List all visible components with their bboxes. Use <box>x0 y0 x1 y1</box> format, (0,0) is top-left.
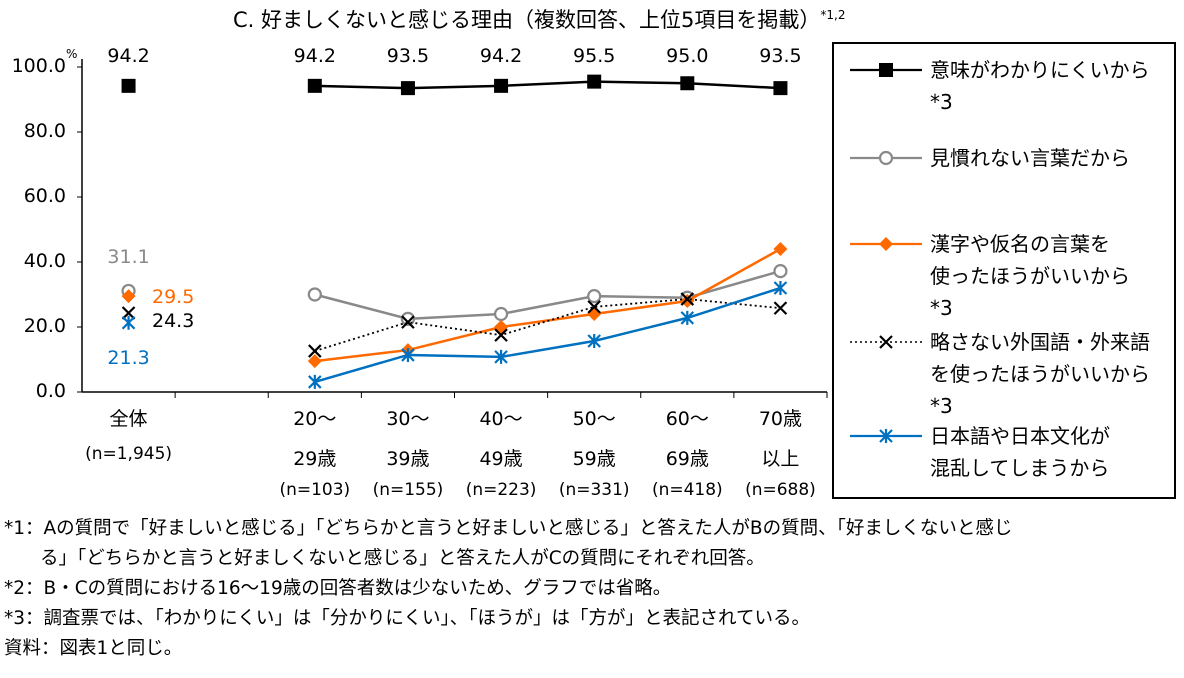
legend-marker <box>879 63 893 77</box>
legend-swatch <box>850 237 922 251</box>
series-line-5 <box>314 286 781 384</box>
legend-marker <box>879 237 893 251</box>
x-category-n: (n=223) <box>465 480 537 500</box>
y-tick-label: 20.0 <box>23 315 66 337</box>
series-line-4 <box>314 298 781 352</box>
data-point <box>400 81 415 96</box>
x-category-n: (n=688) <box>745 480 816 500</box>
y-tick-label: 80.0 <box>23 120 66 142</box>
footnote-3: *3：調査票では、「わかりにくい」は「分かりにくい」、「ほうが」は「方が」と表記… <box>4 608 810 629</box>
data-point-overall <box>121 315 136 330</box>
x-category-label: 59歳 <box>572 448 616 470</box>
footnote-1: *1：Aの質問で「好ましいと感じる」「どちらかと言うと好ましいと感じる」と答えた… <box>4 518 1013 539</box>
data-point <box>773 242 788 256</box>
data-point <box>773 301 788 315</box>
x-category-n: (n=155) <box>372 480 444 500</box>
data-point <box>773 264 788 279</box>
x-category-n: (n=1,945) <box>85 444 173 464</box>
x-category-label: 49歳 <box>479 448 523 470</box>
x-category-label: 40～ <box>479 408 523 430</box>
data-label: 94.2 <box>479 45 523 67</box>
data-label-overall: 31.1 <box>107 246 150 268</box>
data-point <box>680 294 695 308</box>
footnote-2: *2：B・Cの質問における16～19歳の回答者数は少ないため、グラフでは省略。 <box>4 578 672 599</box>
legend-marker <box>878 150 894 166</box>
x-category-label: 以上 <box>761 448 800 470</box>
data-point <box>307 287 322 302</box>
x-category-n: (n=331) <box>558 480 630 500</box>
data-point <box>773 81 788 96</box>
data-label: 94.2 <box>107 45 150 67</box>
legend-swatch <box>850 63 922 77</box>
data-point <box>680 310 695 325</box>
legend-label: 漢字や仮名の言葉を 使ったほうがいいから *3 <box>930 232 1130 320</box>
data-point <box>401 347 415 362</box>
x-category-label: 39歳 <box>386 448 430 470</box>
source-note: 資料：図表1と同じ。 <box>4 638 183 659</box>
data-point <box>587 300 601 314</box>
data-label: 93.5 <box>386 45 430 67</box>
legend-label: 略さない外国語・外来語 を使ったほうがいいから *3 <box>930 330 1150 418</box>
x-category-label: 70歳 <box>758 408 803 430</box>
data-point <box>307 78 322 93</box>
legend-swatch <box>850 335 922 349</box>
data-point <box>773 281 788 295</box>
legend: 意味がわかりにくいから *3 見慣れない言葉だから漢字や仮名の言葉を 使ったほうが… <box>832 42 1176 499</box>
data-point <box>587 307 602 321</box>
x-category-label: 30～ <box>386 408 430 430</box>
x-category-n: (n=103) <box>279 480 351 500</box>
legend-swatch <box>850 150 922 166</box>
data-point-overall <box>121 289 136 304</box>
y-tick-label: 100.0 <box>11 55 66 77</box>
legend-label: 日本語や日本文化が 混乱してしまうから <box>930 424 1110 480</box>
data-point <box>494 349 508 364</box>
data-point <box>680 76 695 91</box>
data-point <box>493 306 509 322</box>
legend-marker <box>879 335 893 349</box>
y-tick-label: 60.0 <box>23 185 66 207</box>
data-point <box>307 354 322 369</box>
data-label-overall: 21.3 <box>107 347 150 369</box>
data-label: 94.2 <box>293 45 336 67</box>
legend-swatch <box>850 429 922 443</box>
y-tick-label: 0.0 <box>35 380 66 402</box>
data-point-overall <box>121 78 136 93</box>
data-label-overall: 29.5 <box>152 286 195 308</box>
x-category-label: 全体 <box>109 408 148 430</box>
series-line-1 <box>314 80 781 90</box>
legend-label: 見慣れない言葉だから <box>930 146 1130 170</box>
x-category-label: 60～ <box>665 408 709 430</box>
x-category-label: 69歳 <box>665 448 709 470</box>
data-point <box>587 74 602 89</box>
data-point <box>494 328 508 342</box>
y-tick-label: 40.0 <box>23 250 66 272</box>
data-label: 95.5 <box>573 45 616 67</box>
data-label-overall: 24.3 <box>152 310 195 332</box>
x-category-label: 50～ <box>572 408 616 430</box>
data-point <box>308 374 322 389</box>
data-point <box>680 292 695 306</box>
footnotes: *1：Aの質問で「好ましいと感じる」「どちらかと言うと好ましいと感じる」と答えた… <box>4 514 1012 664</box>
legend-marker <box>879 429 893 443</box>
x-category-label: 29歳 <box>293 448 337 470</box>
data-point <box>494 320 509 334</box>
x-category-label: 20～ <box>293 408 337 430</box>
data-point-overall <box>121 306 136 320</box>
data-point <box>587 333 601 348</box>
data-point <box>494 78 509 93</box>
x-category-n: (n=418) <box>651 480 723 500</box>
footnote-1-cont: る」「どちらかと言うと好ましくないと感じる」と答えた人がCの質問にそれぞれ回答。 <box>40 548 765 569</box>
data-label: 95.0 <box>666 45 709 67</box>
chart-title: C. 好ましくないと感じる理由（複数回答、上位5項目を掲載）*1,2 <box>233 8 846 32</box>
y-unit-label: % <box>66 47 78 61</box>
data-point <box>308 344 322 358</box>
data-point <box>587 289 602 304</box>
legend-label: 意味がわかりにくいから *3 <box>930 58 1150 114</box>
data-label: 93.5 <box>759 45 802 67</box>
data-point <box>401 315 415 329</box>
